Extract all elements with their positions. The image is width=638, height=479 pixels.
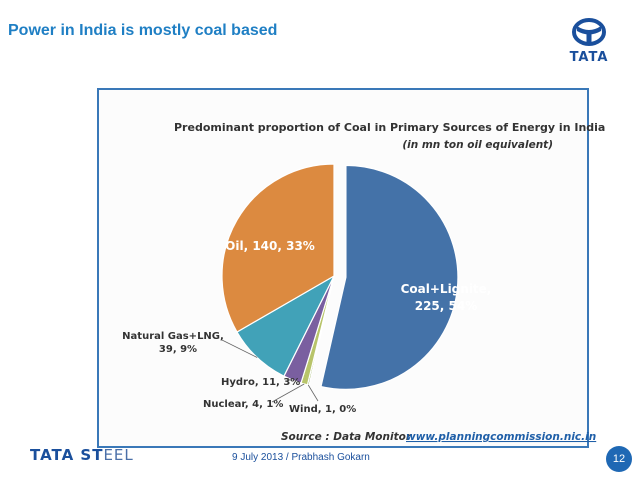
slice-label-value-natural-gas-lng: 39, 9% bbox=[159, 344, 197, 355]
leader-line-natural-gas-lng bbox=[221, 339, 258, 358]
footer-date: 9 July 2013 / Prabhash Gokarn bbox=[232, 452, 370, 463]
chart-subtitle: (in mn ton oil equivalent) bbox=[402, 139, 553, 151]
tata-logo-icon bbox=[572, 18, 606, 46]
slice-label-wind: Wind, 1, 0% bbox=[289, 404, 356, 415]
slide-title: Power in India is mostly coal based bbox=[8, 22, 278, 39]
chart-source-link: www.planningcommission.nic.in bbox=[406, 431, 596, 443]
pie-slice-oil bbox=[221, 163, 335, 333]
page-number-badge: 12 bbox=[606, 446, 632, 472]
leader-line-wind bbox=[307, 384, 319, 402]
chart-title: Predominant proportion of Coal in Primar… bbox=[174, 121, 605, 134]
leader-line-nuclear bbox=[271, 383, 305, 403]
slice-label-oil: Oil, 140, 33% bbox=[225, 239, 315, 253]
tata-logo-text: TATA bbox=[569, 50, 609, 65]
slice-label-hydro: Hydro, 11, 3% bbox=[221, 377, 300, 388]
pie-slice-coal-lignite bbox=[320, 164, 459, 390]
footer-brand-logo: TATA STEEL bbox=[30, 446, 134, 464]
slice-label-value-coal-lignite: 225, 54% bbox=[415, 299, 478, 313]
chart-source: Source : Data Monitor bbox=[281, 431, 412, 443]
footer-brand-bold: TATA ST bbox=[30, 446, 104, 464]
slice-label-coal-lignite: Coal+Lignite, bbox=[401, 282, 492, 296]
slice-label-nuclear: Nuclear, 4, 1% bbox=[203, 399, 283, 410]
slice-label-natural-gas-lng: Natural Gas+LNG, bbox=[122, 331, 224, 342]
footer-brand-light: EEL bbox=[103, 446, 134, 464]
